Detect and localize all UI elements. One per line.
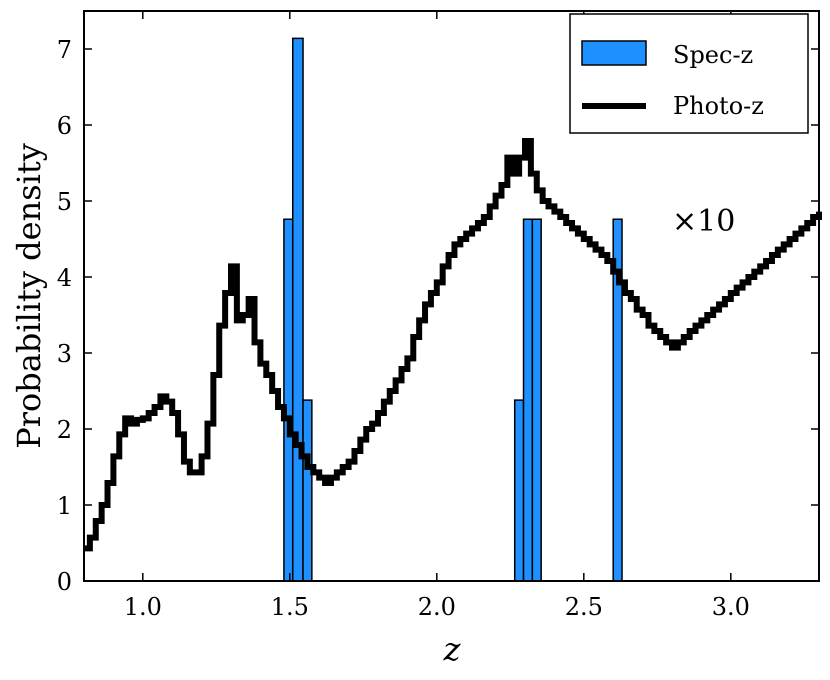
photo-z-line-layer [84, 137, 822, 552]
spec-z-bar-5 [531, 218, 542, 582]
spec-z-bar-1 [291, 37, 304, 582]
legend-spec-z-swatch [581, 40, 647, 66]
legend: Spec-z Photo-z [569, 13, 809, 134]
y-tick-label: 0 [57, 568, 72, 596]
spec-z-bar-4 [522, 218, 534, 582]
photo-z-line [84, 137, 822, 552]
x-tick-label: 3.0 [712, 593, 750, 621]
y-axis-label: Probability density [10, 143, 48, 449]
x-axis-label: z [443, 630, 462, 668]
spec-z-bar-0 [283, 218, 294, 582]
y-tick-label: 2 [57, 416, 72, 444]
scale-annotation: ×10 [672, 204, 735, 239]
x-tick-label: 2.5 [565, 593, 603, 621]
x-tick-label: 1.0 [124, 593, 162, 621]
legend-spec-z-label: Spec-z [673, 41, 753, 69]
x-tick-label: 2.0 [418, 593, 456, 621]
y-tick-label: 5 [57, 188, 72, 216]
legend-frame [569, 13, 809, 134]
spec-z-bar-2 [302, 399, 313, 582]
y-tick-label: 3 [57, 340, 72, 368]
spec-z-bars [283, 37, 623, 582]
y-tick-label: 4 [57, 264, 72, 292]
x-tick-label: 1.5 [271, 593, 309, 621]
y-tick-labels: 0 1 2 3 4 5 6 7 [57, 36, 72, 596]
x-tick-labels: 1.0 1.5 2.0 2.5 3.0 [124, 593, 750, 621]
y-tick-label: 7 [57, 36, 72, 64]
plot-frame [83, 10, 820, 582]
y-tick-label: 1 [57, 492, 72, 520]
y-tick-label: 6 [57, 112, 72, 140]
legend-photo-z-label: Photo-z [673, 92, 764, 120]
spec-z-bar-3 [513, 399, 525, 582]
